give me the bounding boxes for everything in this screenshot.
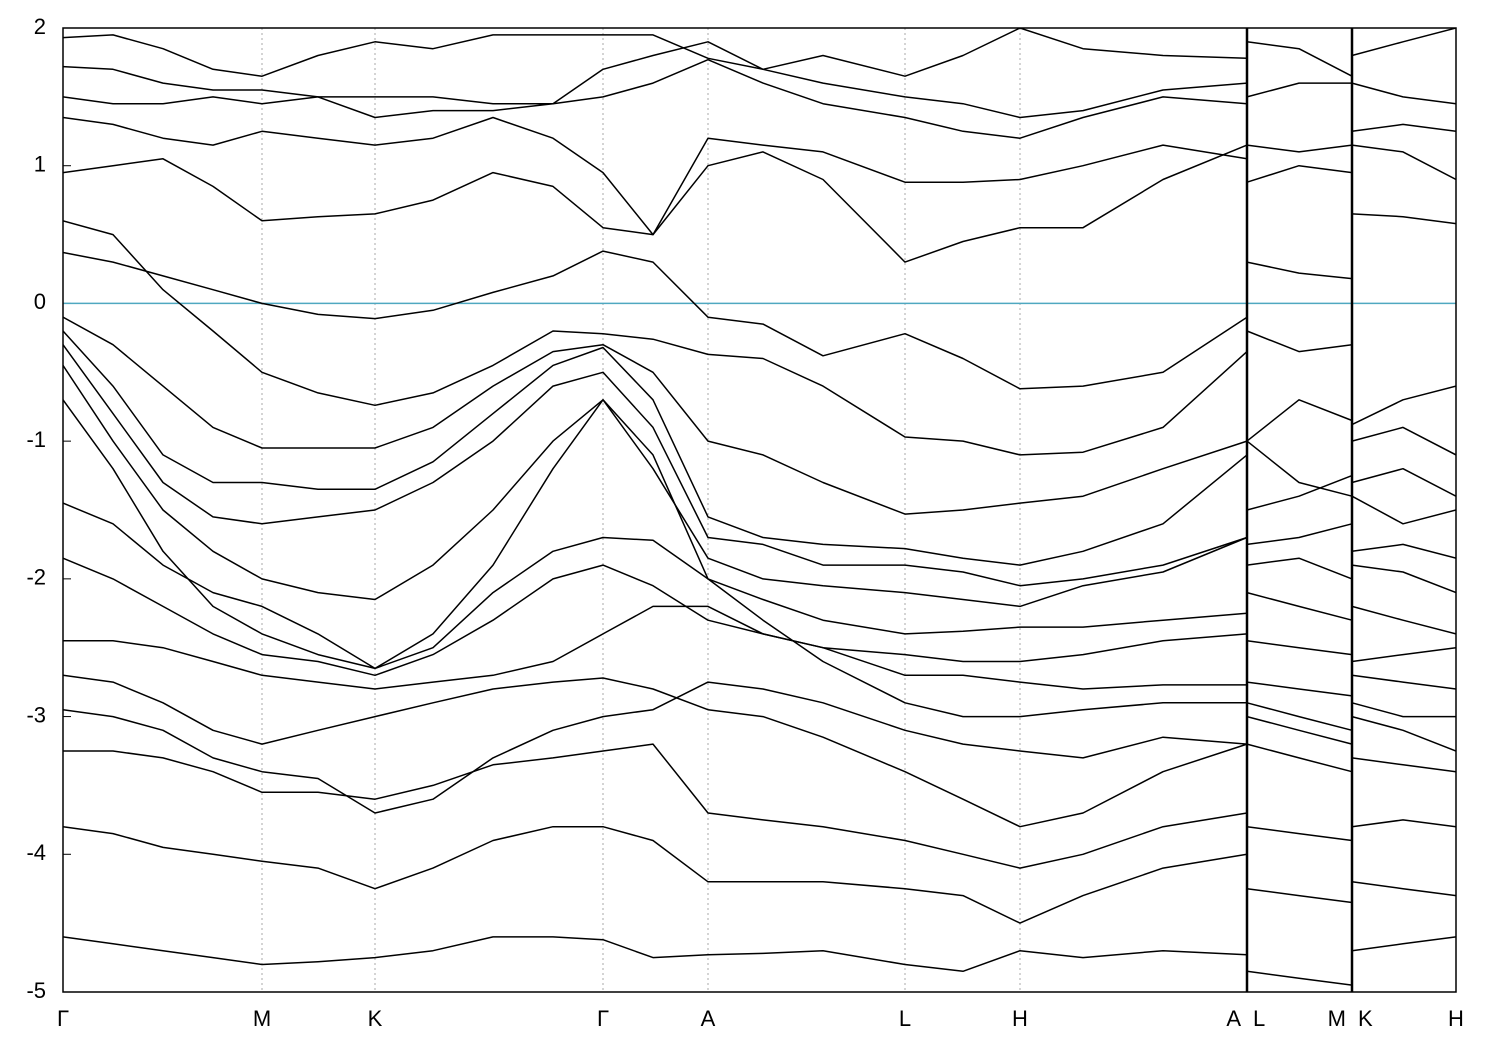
band (63, 220, 1456, 456)
band (63, 144, 1456, 280)
x-tick-label: L (899, 1006, 911, 1031)
labels-layer: 210-1-2-3-4-5Γ M K Γ A L H A L M K H (26, 14, 1464, 1031)
y-tick-label: -4 (26, 840, 46, 865)
x-tick-label: A (1226, 1006, 1241, 1031)
y-tick-label: -1 (26, 427, 46, 452)
band (63, 344, 1456, 587)
x-tick-label: K (1358, 1006, 1373, 1031)
x-tick-label: Γ (597, 1006, 609, 1031)
band (63, 825, 1456, 924)
band (63, 116, 1456, 236)
x-tick-label: Γ (57, 1006, 69, 1031)
band (63, 502, 1456, 670)
y-tick-label: 2 (34, 14, 46, 39)
band (63, 681, 1456, 814)
plot-frame (62, 27, 1457, 993)
x-tick-label: H (1012, 1006, 1028, 1031)
band (63, 936, 1456, 986)
band (63, 41, 1456, 119)
band (63, 330, 1456, 566)
band (63, 28, 1456, 77)
band (63, 250, 1456, 426)
grid-layer (63, 27, 1456, 993)
x-tick-label: K (368, 1006, 383, 1031)
band (63, 605, 1456, 697)
x-tick-label: L (1253, 1006, 1265, 1031)
band (63, 557, 1456, 677)
x-tick-label: M (253, 1006, 271, 1031)
bands-layer (63, 28, 1456, 986)
band (63, 316, 1456, 515)
y-tick-label: 0 (34, 289, 46, 314)
y-tick-label: -3 (26, 702, 46, 727)
y-tick-label: -5 (26, 978, 46, 1003)
y-tick-label: 1 (34, 152, 46, 177)
y-tick-label: -2 (26, 565, 46, 590)
band (63, 743, 1456, 869)
x-tick-label: H (1448, 1006, 1464, 1031)
band (63, 58, 1456, 153)
x-tick-label: M (1328, 1006, 1346, 1031)
band (63, 399, 1456, 732)
x-tick-label: A (701, 1006, 716, 1031)
band (63, 674, 1456, 828)
